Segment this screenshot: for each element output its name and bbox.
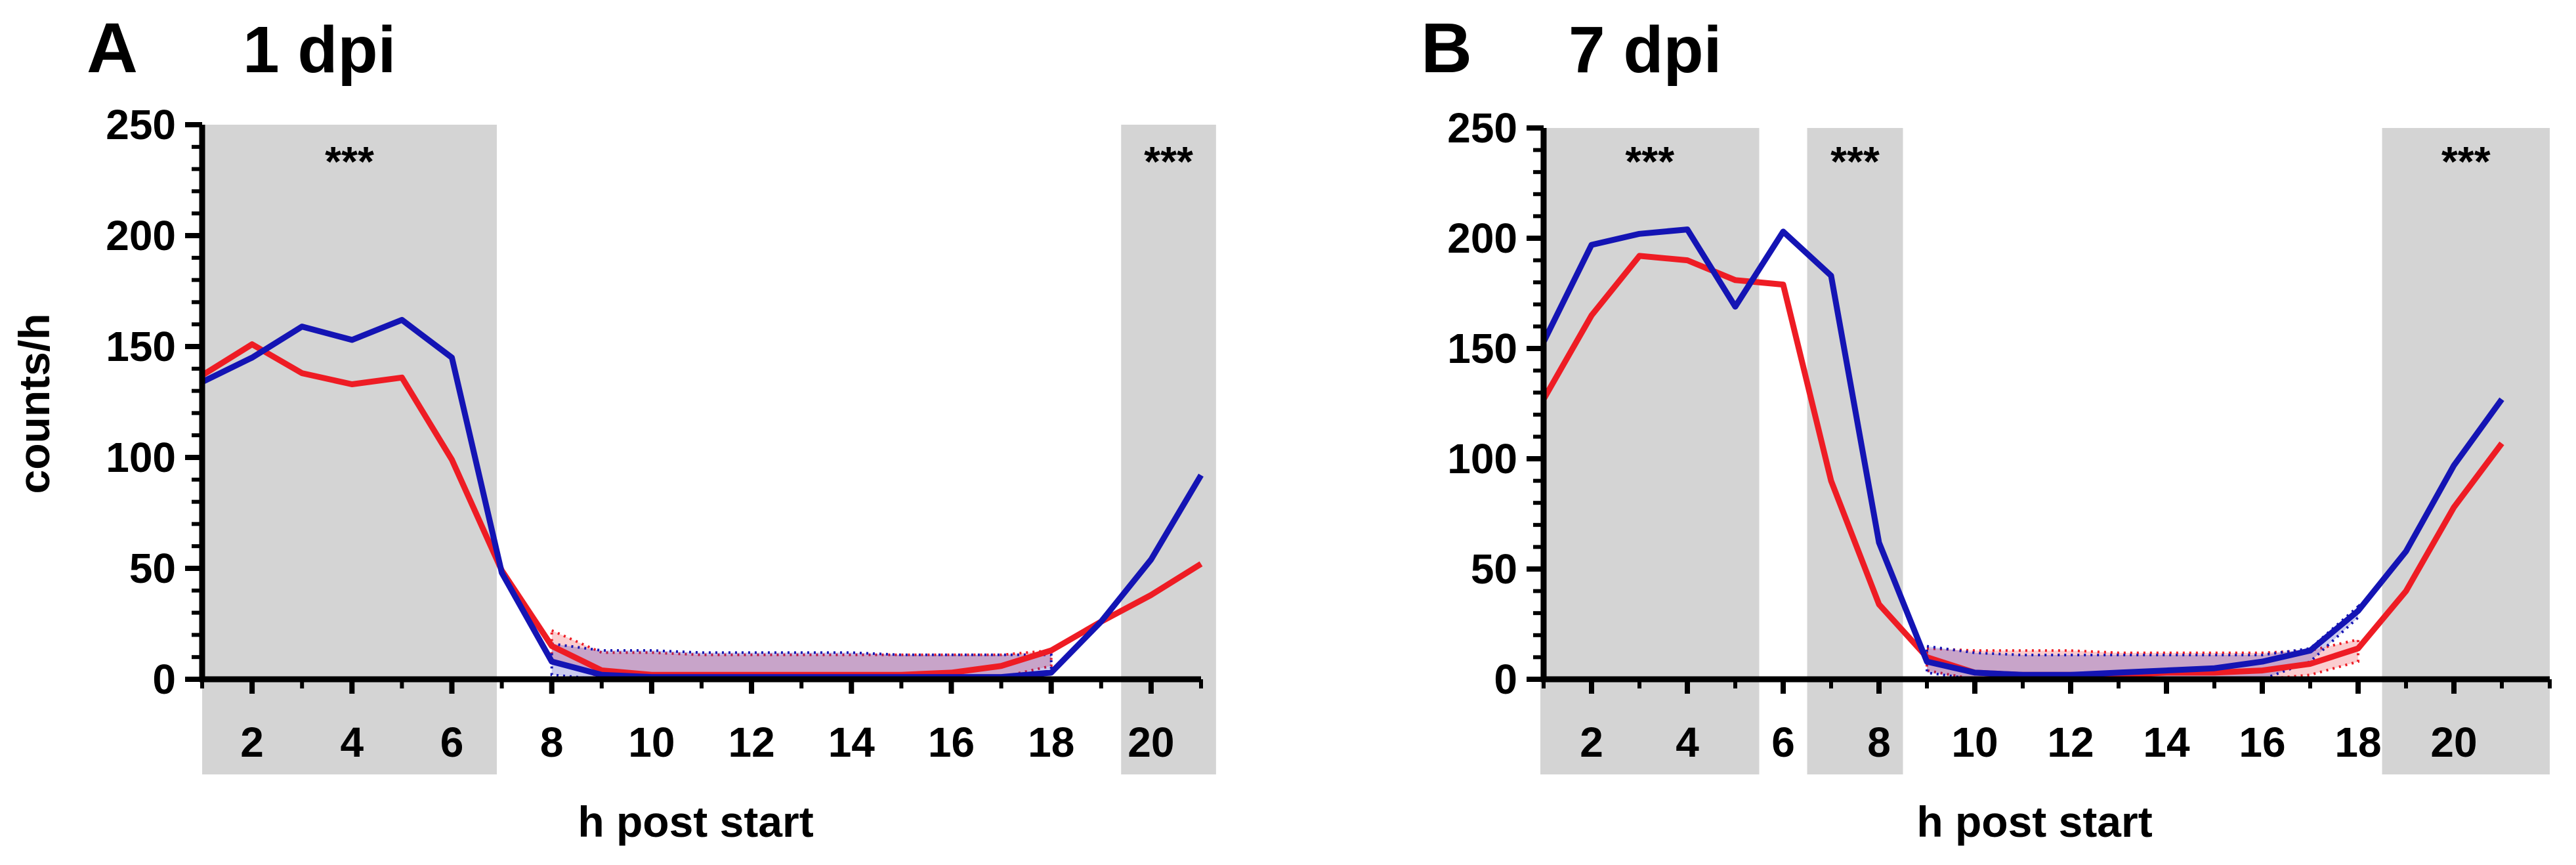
panel-b-axes: 0 50 100 150 200 250 2 4 6 8 10 12 14 16 18 20: [1447, 104, 2552, 766]
y-tick-label: 250: [1447, 104, 1517, 152]
y-tick-label: 50: [129, 545, 176, 592]
x-tick-label: 12: [2047, 719, 2094, 766]
x-tick-label: 18: [2334, 719, 2381, 766]
y-tick-label: 150: [106, 323, 176, 370]
panel-b-title: 7 dpi: [1569, 13, 1721, 87]
x-tick-label: 12: [728, 719, 775, 766]
y-tick-label: 200: [106, 212, 176, 259]
y-tick-label: 100: [1447, 435, 1517, 482]
y-tick-label: 150: [1447, 325, 1517, 372]
x-tick-label: 10: [628, 719, 675, 766]
panel-a-x-axis-title: h post start: [578, 797, 813, 846]
x-tick-label: 16: [928, 719, 975, 766]
panel-b-x-axis-title: h post start: [1916, 797, 2152, 846]
y-tick-label: 50: [1471, 545, 1517, 593]
y-tick-label: 0: [1494, 656, 1517, 703]
x-tick-label: 6: [440, 719, 464, 766]
x-tick-label: 8: [1867, 719, 1891, 766]
x-tick-label: 14: [828, 719, 876, 766]
x-tick-label: 20: [1128, 719, 1174, 766]
y-tick-label: 100: [106, 434, 176, 481]
x-tick-label: 2: [1580, 719, 1603, 766]
significance-label: ***: [1144, 138, 1193, 185]
panel-b-series-lines: [1540, 226, 2504, 678]
panel-b-chart: B 7 dpi *** *** *** 0 50 100 150 200 250 2 4 6 8 10 1…: [1421, 8, 2552, 846]
panel-b-letter: B: [1421, 8, 1472, 87]
y-tick-label: 200: [1447, 215, 1517, 262]
series-line-blue: [1540, 226, 2504, 678]
x-tick-label: 2: [240, 719, 264, 766]
x-tick-label: 16: [2239, 719, 2285, 766]
error-band-blue: [550, 642, 1053, 681]
panel-a-axes: 0 50 100 150 200 250 2 4 6 8 10 12 14 16 18 20: [106, 101, 1203, 766]
significance-label: ***: [1625, 138, 1674, 185]
x-tick-label: 6: [1771, 719, 1795, 766]
panel-a-y-axis-title: counts/h: [10, 314, 58, 494]
significance-label: ***: [2441, 138, 2491, 185]
x-tick-label: 14: [2143, 719, 2190, 766]
significance-label: ***: [1830, 138, 1880, 185]
panel-a-chart: A 1 dpi *** *** 0 50 100 150 200 250 2 4 6 8 10 12 14…: [10, 8, 1216, 846]
panel-a-letter: A: [87, 8, 138, 87]
y-tick-label: 0: [152, 656, 176, 703]
x-tick-label: 10: [1951, 719, 1998, 766]
y-tick-label: 250: [106, 101, 176, 148]
x-tick-label: 20: [2430, 719, 2477, 766]
shaded-region: [1121, 125, 1216, 774]
x-tick-label: 18: [1028, 719, 1074, 766]
significance-label: ***: [325, 138, 374, 185]
x-tick-label: 4: [1676, 719, 1699, 766]
x-tick-label: 4: [341, 719, 364, 766]
x-tick-label: 8: [540, 719, 564, 766]
panel-a-title: 1 dpi: [243, 13, 396, 87]
